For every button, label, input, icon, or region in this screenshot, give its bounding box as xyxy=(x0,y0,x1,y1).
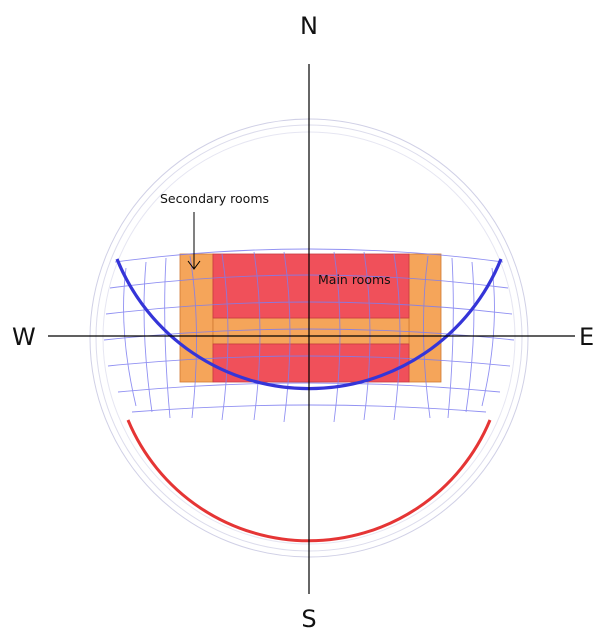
main-room-south xyxy=(212,343,410,383)
east-label: E xyxy=(579,323,594,351)
corridor xyxy=(212,317,410,345)
north-label: N xyxy=(300,12,318,40)
building-plan xyxy=(179,253,442,383)
secondary-rooms-label: Secondary rooms xyxy=(160,191,269,206)
west-label: W xyxy=(12,323,36,351)
south-label: S xyxy=(301,605,316,630)
main-rooms-label: Main rooms xyxy=(318,272,391,287)
compass-axes xyxy=(48,64,575,594)
secondary-rooms-arrow xyxy=(187,212,201,270)
main-room-north xyxy=(212,253,410,319)
